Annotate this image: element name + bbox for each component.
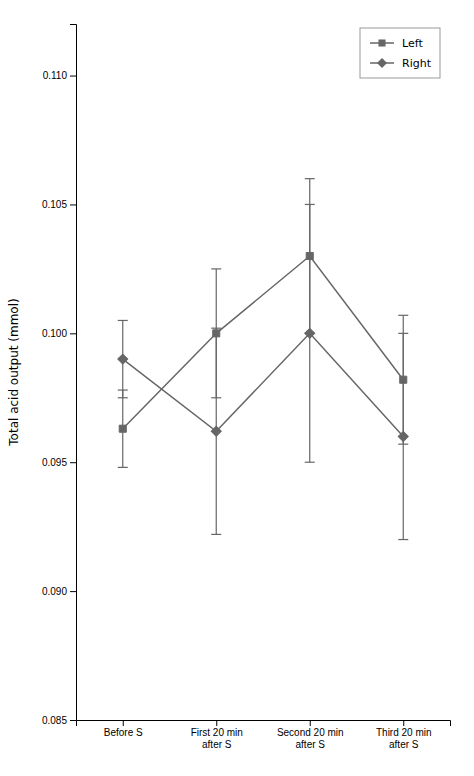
x-tick-mark bbox=[403, 720, 404, 726]
error-bar-cap bbox=[211, 534, 221, 535]
error-bar bbox=[305, 204, 315, 462]
y-tick: 0.100 bbox=[42, 328, 76, 339]
legend-label: Right bbox=[402, 57, 432, 70]
y-tick-label: 0.095 bbox=[42, 457, 67, 468]
marks bbox=[118, 179, 409, 540]
y-tick-mark bbox=[70, 76, 76, 77]
x-axis: Before S First 20 minafter S Second 20 min… bbox=[77, 720, 451, 750]
error-bar-cap bbox=[118, 320, 128, 321]
error-bar-cap bbox=[305, 462, 315, 463]
legend-marker bbox=[377, 58, 387, 68]
y-tick-mark bbox=[70, 333, 76, 334]
y-tick: 0.105 bbox=[42, 199, 76, 210]
x-tick-mark bbox=[310, 720, 311, 726]
error-bar-cap bbox=[305, 178, 315, 179]
marker bbox=[305, 328, 315, 338]
x-axis-line bbox=[77, 721, 451, 727]
marker bbox=[118, 354, 128, 364]
error-bar bbox=[118, 390, 128, 467]
x-tick-label: Third 20 minafter S bbox=[376, 727, 432, 750]
y-axis-line bbox=[70, 25, 77, 721]
x-tick-label: First 20 minafter S bbox=[191, 727, 243, 750]
error-bar-cap bbox=[118, 397, 128, 398]
y-tick-mark bbox=[70, 204, 76, 205]
x-tick-label: Before S bbox=[104, 727, 143, 738]
plot: 0.085 0.090 0.095 0.100 0.105 0.110 Before S Fi… bbox=[42, 25, 451, 750]
y-tick: 0.095 bbox=[42, 457, 76, 468]
error-bar-cap bbox=[398, 333, 408, 334]
x-tick: Second 20 minafter S bbox=[277, 720, 344, 750]
y-tick-label: 0.105 bbox=[42, 199, 67, 210]
y-tick: 0.090 bbox=[42, 586, 76, 597]
series bbox=[118, 179, 409, 468]
y-tick-mark bbox=[70, 591, 76, 592]
y-tick-label: 0.100 bbox=[42, 328, 67, 339]
error-bar-cap bbox=[118, 467, 128, 468]
legend-item: Left bbox=[370, 37, 423, 50]
legend: Left Right bbox=[360, 28, 440, 78]
x-tick: First 20 minafter S bbox=[191, 720, 243, 750]
error-bar bbox=[398, 333, 408, 539]
line bbox=[123, 333, 404, 436]
error-bar-cap bbox=[305, 204, 315, 205]
y-tick-label: 0.090 bbox=[42, 586, 67, 597]
y-tick-label: 0.110 bbox=[43, 70, 68, 81]
marker bbox=[398, 431, 408, 441]
y-tick-label: 0.085 bbox=[42, 715, 67, 726]
legend-item: Right bbox=[370, 57, 432, 70]
error-bar bbox=[118, 320, 128, 397]
chart: 0.085 0.090 0.095 0.100 0.105 0.110 Before S Fi… bbox=[0, 0, 474, 776]
y-tick: 0.110 bbox=[43, 70, 76, 81]
error-bar-cap bbox=[398, 539, 408, 540]
error-bar-cap bbox=[211, 268, 221, 269]
legend-frame bbox=[360, 28, 440, 78]
y-tick-mark bbox=[70, 462, 76, 463]
x-tick: Before S bbox=[104, 720, 143, 738]
marker bbox=[211, 426, 221, 436]
y-tick: 0.085 bbox=[42, 715, 76, 726]
x-tick-mark bbox=[123, 720, 124, 726]
error-bar bbox=[211, 328, 221, 534]
line bbox=[123, 256, 404, 429]
error-bar-cap bbox=[398, 315, 408, 316]
legend-label: Left bbox=[402, 37, 423, 50]
series bbox=[118, 204, 409, 539]
legend-marker bbox=[378, 39, 385, 46]
marker bbox=[119, 425, 126, 432]
y-axis: 0.085 0.090 0.095 0.100 0.105 0.110 bbox=[42, 25, 77, 726]
y-tick-mark bbox=[70, 720, 76, 721]
x-tick: Third 20 minafter S bbox=[376, 720, 432, 750]
x-tick-label: Second 20 minafter S bbox=[277, 727, 344, 750]
error-bar-cap bbox=[211, 328, 221, 329]
x-tick-mark bbox=[216, 720, 217, 726]
y-axis-title: Total acid output (mmol) bbox=[7, 298, 21, 446]
